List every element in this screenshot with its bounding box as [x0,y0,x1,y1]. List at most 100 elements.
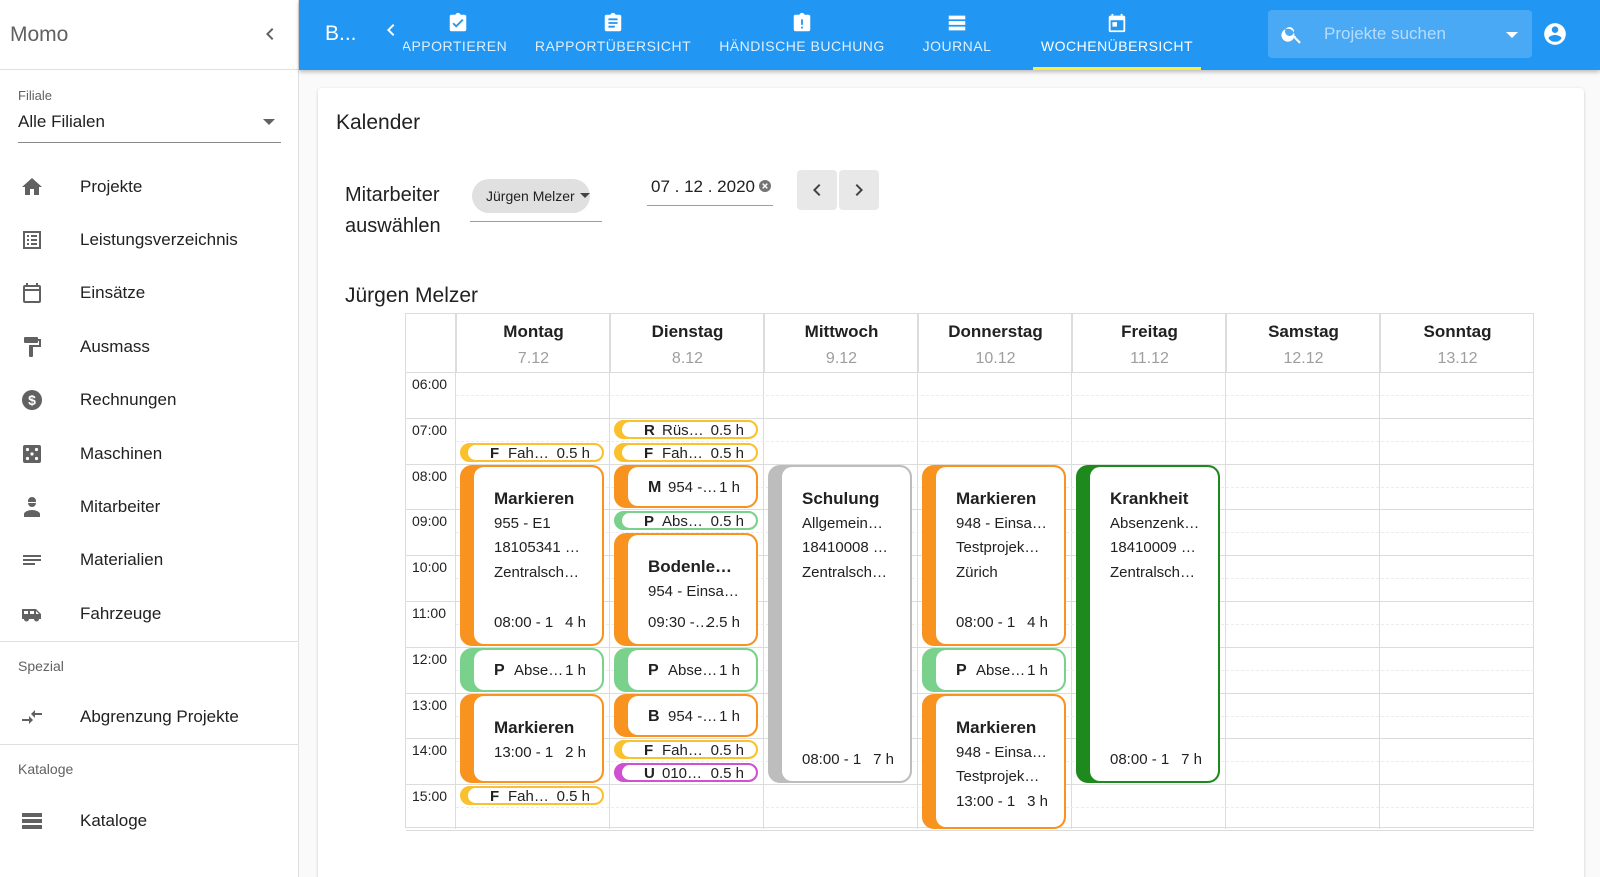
day-date: 12.12 [1283,350,1324,367]
tab-rapportieren[interactable]: RAPPORTIEREN [403,0,523,70]
calendar-event[interactable]: P Abse… 1 h [922,647,1066,692]
tab-rapportuebersicht[interactable]: RAPPORTÜBERSICHT [531,0,695,70]
calendar-event[interactable]: Bodenle… 954 - Einsa… 09:30 -… 2.5 h [614,533,758,646]
day-date: 7.12 [517,350,550,367]
sidebar-item-label: Projekte [80,176,143,196]
sidebar-item-kataloge[interactable]: Kataloge [0,794,299,847]
column-divider [609,314,610,829]
calendar-event[interactable]: P Abse… 1 h [614,647,758,692]
calendar-event[interactable]: B 954 -… 1 h [614,693,758,738]
calendar-event[interactable]: R Rüs… 0.5 h [614,419,758,439]
sidebar-item-projekte[interactable]: Projekte [0,160,299,213]
event-type-letter: F [490,788,500,806]
date-input[interactable]: 07 . 12 . 2020 [647,176,773,206]
dice-icon [23,444,41,463]
event-duration: 1 h [1027,661,1048,679]
sidebar-item-materialien[interactable]: Materialien [0,534,299,587]
sidebar-item-leistungsverzeichnis[interactable]: Leistungsverzeichnis [0,213,299,266]
calendar-event[interactable]: Schulung Allgemein… 18410008 … Zentralsch… 0… [768,464,912,784]
page-title: Kalender [336,111,421,134]
event-time: 08:00 - 1… [1110,751,1170,769]
clear-icon[interactable] [757,178,773,194]
event-body [936,695,1064,827]
event-duration: 0.5 h [556,788,590,806]
calendar-event[interactable]: F Fah… 0.5 h [614,740,758,760]
section-spezial: Spezial [0,640,299,691]
column-divider [455,314,456,829]
clipboard-alert-icon [793,12,811,32]
hour-gridline [406,417,1534,419]
previous-week-button[interactable] [797,170,837,210]
event-detail: 955 - E1 [494,514,551,532]
chevron-left-icon[interactable] [258,22,282,46]
calendar-event[interactable]: U 010… 0.5 h [614,763,758,783]
event-detail: Testprojek… [956,539,1040,557]
calendar-today-icon [1108,13,1126,33]
event-detail: Allgemein… [802,514,883,532]
project-search [1268,10,1532,58]
hour-gridline [406,646,1534,648]
tab-wochenuebersicht[interactable]: WOCHENÜBERSICHT [1033,0,1201,70]
event-title: Fah… [508,445,549,462]
account-circle-icon[interactable] [1542,21,1568,47]
employee-chip-label: Jürgen Melzer [486,188,575,204]
calendar-event[interactable]: Markieren 13:00 - 1… 2 h [460,693,604,784]
event-body [628,466,756,507]
sidebar-item-ausmass[interactable]: Ausmass [0,320,299,373]
event-title: Markieren [956,717,1037,737]
day-header: Montag 7.12 [456,314,610,372]
event-body [782,466,910,782]
calendar-event[interactable]: P Abse… 1 h [460,647,604,692]
calendar-event[interactable]: Markieren 948 - Einsa… Testprojek… 13:00 - … [922,693,1066,829]
sidebar-item-label: Rechnungen [80,390,177,410]
chevron-left-icon[interactable] [379,18,403,42]
tab-label: WOCHENÜBERSICHT [1040,38,1194,54]
top-title: B... [325,22,357,45]
sidebar-item-label: Ausmass [80,336,150,356]
svg-text:$: $ [28,392,36,408]
event-time: 08:00 - 1… [494,613,554,631]
sidebar-item-label: Kataloge [80,810,148,830]
calendar-event[interactable]: Krankheit Absenzenk… 18410009 … Zentralsch…… [1076,464,1220,784]
sidebar-item-abgrenzung-projekte[interactable]: Abgrenzung Projekte [0,691,299,744]
hour-label: 11:00 [412,605,446,621]
dropdown-arrow-icon[interactable] [1506,32,1518,38]
hour-label: 12:00 [412,650,448,667]
calendar-event[interactable]: P Abs… 0.5 h [614,511,758,531]
filiale-select[interactable]: Alle Filialen [18,109,281,143]
hour-label: 13:00 [412,696,448,713]
calendar-event[interactable]: Markieren 948 - Einsa… Testprojek… Zürich 08… [922,464,1066,646]
sidebar-item-label: Leistungsverzeichnis [80,230,238,250]
sidebar-item-mitarbeiter[interactable]: Mitarbeiter [0,480,299,533]
event-body [628,649,756,690]
event-type-letter: P [648,661,659,679]
sidebar-item-maschinen[interactable]: Maschinen [0,427,299,480]
tab-journal[interactable]: JOURNAL [899,0,1015,70]
calendar-event[interactable]: F Fah… 0.5 h [460,786,604,806]
next-week-button[interactable] [839,170,879,210]
employee-chip[interactable]: Jürgen Melzer [472,179,590,213]
event-title: Abs… [662,514,703,531]
calendar-event[interactable]: Markieren 955 - E1 18105341 … Zentralsch… 08… [460,464,604,646]
employee-select[interactable]: Jürgen Melzer [470,177,602,222]
calendar-event[interactable]: F Fah… 0.5 h [614,442,758,462]
app-title: Momo [10,22,69,46]
event-duration: 4 h [565,613,586,631]
event-time: 13:00 - 1… [956,792,1016,810]
hour-label: 07:00 [412,421,448,438]
hour-gridline [406,372,1534,373]
event-title: Markieren [956,488,1037,508]
sidebar-item-fahrzeuge[interactable]: Fahrzeuge [0,587,299,640]
van-icon [22,608,41,622]
tab-label: JOURNAL [922,38,992,54]
sidebar-item-label: Materialien [80,550,164,570]
calendar-event[interactable]: F Fah… 0.5 h [460,442,604,462]
sidebar-item-einsaetze[interactable]: Einsätze [0,267,299,320]
day-name: Samstag [1268,322,1339,341]
search-input[interactable] [1324,22,1494,46]
sidebar-item-rechnungen[interactable]: $ Rechnungen [0,374,299,427]
calendar-event[interactable]: M 954 -… 1 h [614,464,758,509]
tab-haendische-buchung[interactable]: HÄNDISCHE BUCHUNG [707,0,897,70]
event-time: 08:00 - 1… [956,613,1016,631]
event-duration: 2.5 h [706,613,740,631]
